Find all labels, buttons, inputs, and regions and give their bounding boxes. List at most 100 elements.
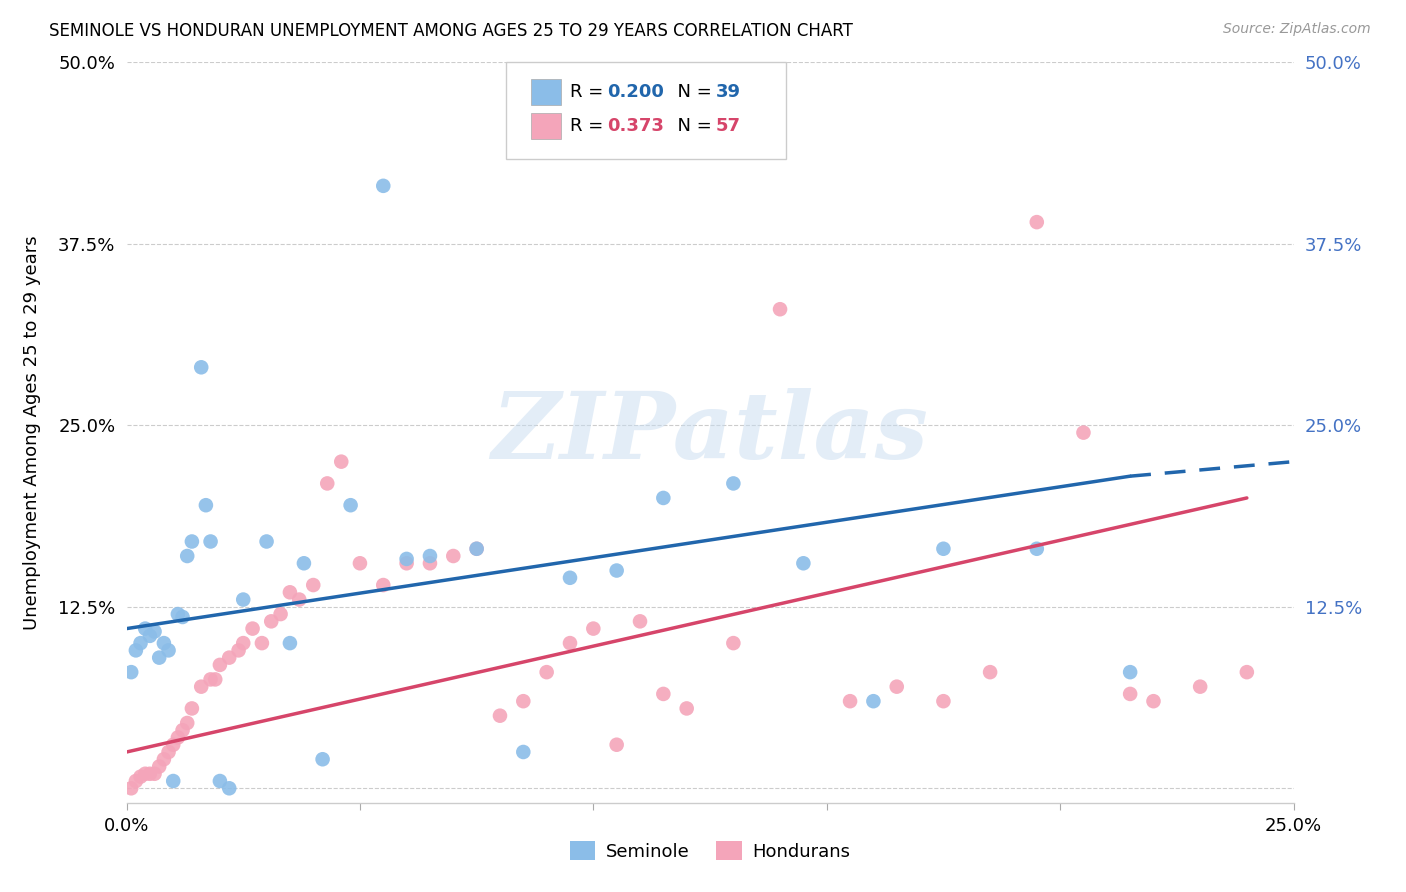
Point xyxy=(723,636,745,650)
Point xyxy=(176,549,198,563)
Point xyxy=(675,701,697,715)
Point xyxy=(172,610,194,624)
Point xyxy=(125,774,148,789)
FancyBboxPatch shape xyxy=(531,112,561,139)
Point xyxy=(204,673,226,687)
Y-axis label: Unemployment Among Ages 25 to 29 years: Unemployment Among Ages 25 to 29 years xyxy=(24,235,41,630)
Point xyxy=(153,752,176,766)
Point xyxy=(120,665,142,680)
Point xyxy=(139,629,162,643)
Point xyxy=(292,556,315,570)
Point xyxy=(129,636,152,650)
Point xyxy=(148,759,170,773)
Point xyxy=(180,701,202,715)
Text: 0.373: 0.373 xyxy=(607,117,664,135)
Point xyxy=(143,766,166,780)
Point xyxy=(316,476,339,491)
Point xyxy=(200,673,222,687)
Point xyxy=(120,781,142,796)
Point xyxy=(218,650,240,665)
Point xyxy=(512,745,534,759)
Point xyxy=(134,622,156,636)
Point xyxy=(349,556,371,570)
Point xyxy=(419,556,441,570)
Text: 39: 39 xyxy=(716,83,741,101)
Point xyxy=(167,731,190,745)
Point xyxy=(172,723,194,738)
Point xyxy=(769,302,792,317)
Point xyxy=(232,636,254,650)
Text: R =: R = xyxy=(569,83,609,101)
Point xyxy=(373,578,395,592)
Point xyxy=(162,774,184,789)
Point xyxy=(129,770,152,784)
Point xyxy=(190,680,212,694)
FancyBboxPatch shape xyxy=(506,62,786,159)
Point xyxy=(270,607,292,621)
Point xyxy=(330,455,353,469)
Point xyxy=(606,564,628,578)
Point xyxy=(339,498,361,512)
Point xyxy=(932,541,955,556)
Point xyxy=(489,708,512,723)
Point xyxy=(1119,665,1142,680)
Text: 0.200: 0.200 xyxy=(607,83,664,101)
Point xyxy=(932,694,955,708)
FancyBboxPatch shape xyxy=(531,78,561,105)
Point xyxy=(157,745,180,759)
Point xyxy=(167,607,190,621)
Point xyxy=(1025,541,1047,556)
Point xyxy=(419,549,441,563)
Text: R =: R = xyxy=(569,117,609,135)
Point xyxy=(180,534,202,549)
Point xyxy=(278,636,301,650)
Point xyxy=(839,694,862,708)
Point xyxy=(582,622,605,636)
Point xyxy=(1189,680,1212,694)
Point xyxy=(1073,425,1095,440)
Point xyxy=(652,687,675,701)
Point xyxy=(606,738,628,752)
Text: 57: 57 xyxy=(716,117,741,135)
Text: ZIPatlas: ZIPatlas xyxy=(492,388,928,477)
Point xyxy=(723,476,745,491)
Point xyxy=(1142,694,1164,708)
Point xyxy=(148,650,170,665)
Point xyxy=(441,549,464,563)
Point xyxy=(302,578,325,592)
Point xyxy=(134,766,156,780)
Point xyxy=(194,498,217,512)
Point xyxy=(250,636,273,650)
Point xyxy=(886,680,908,694)
Point xyxy=(628,615,651,629)
Point xyxy=(200,534,222,549)
Point xyxy=(153,636,176,650)
Point xyxy=(232,592,254,607)
Text: Source: ZipAtlas.com: Source: ZipAtlas.com xyxy=(1223,22,1371,37)
Point xyxy=(260,615,283,629)
Text: SEMINOLE VS HONDURAN UNEMPLOYMENT AMONG AGES 25 TO 29 YEARS CORRELATION CHART: SEMINOLE VS HONDURAN UNEMPLOYMENT AMONG … xyxy=(49,22,853,40)
Point xyxy=(139,766,162,780)
Point xyxy=(218,781,240,796)
Point xyxy=(242,622,264,636)
Point xyxy=(1119,687,1142,701)
Point xyxy=(190,360,212,375)
Point xyxy=(278,585,301,599)
Point xyxy=(792,556,814,570)
Text: N =: N = xyxy=(665,117,717,135)
Point xyxy=(395,556,418,570)
Point xyxy=(1236,665,1258,680)
Point xyxy=(395,552,418,566)
Point xyxy=(143,624,166,639)
Point xyxy=(652,491,675,505)
Point xyxy=(512,694,534,708)
Point xyxy=(979,665,1001,680)
Point xyxy=(536,665,558,680)
Point xyxy=(558,636,581,650)
Text: N =: N = xyxy=(665,83,717,101)
Point xyxy=(311,752,333,766)
Point xyxy=(465,541,488,556)
Point xyxy=(558,571,581,585)
Point xyxy=(288,592,311,607)
Point xyxy=(465,541,488,556)
